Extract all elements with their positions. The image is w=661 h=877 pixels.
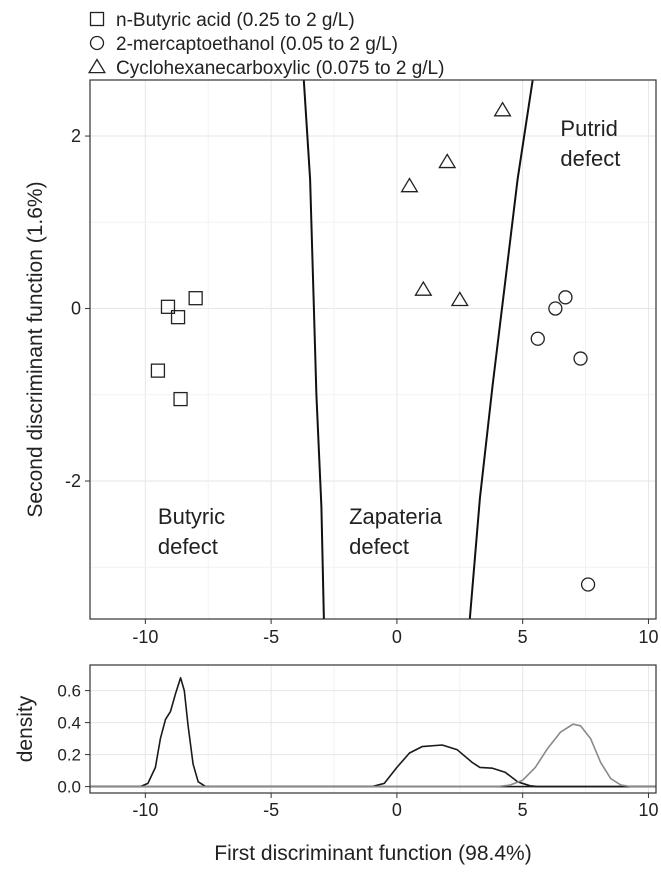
data-point-square [173,391,188,407]
density-curve-2 [90,744,656,788]
x-tick-label: -5 [263,800,279,820]
legend-label: Cyclohexanecarboxylic (0.075 to 2 g/L) [116,58,444,79]
legend-marker-square [89,11,105,27]
data-point-circle [530,331,545,346]
legend: n-Butyric acid (0.25 to 2 g/L) 2-mercapto… [87,10,444,79]
x-tick-label: 0 [392,800,402,820]
y-tick-label: 0.6 [57,682,81,701]
x-axis-title: First discriminant function (98.4%) [214,842,531,865]
data-point-triangle [493,101,512,117]
legend-label: 2-mercaptoethanol (0.05 to 2 g/L) [116,34,398,55]
legend-marker-circle [89,35,105,51]
x-tick-label: 10 [638,800,658,820]
density-curve-3 [90,723,656,788]
y-tick-label: 0 [71,299,81,319]
y-axis-title: Second discriminant function (1.6%) [24,181,47,517]
data-point-square [170,310,186,325]
y-tick-label: 2 [71,126,81,146]
region-label: Putrid [560,116,617,141]
data-point-triangle [438,153,457,169]
data-point-square [150,363,166,378]
data-point-circle [573,351,588,366]
scatter-panel: Butyric defect Zapateria defect Putrid defect… [24,79,658,647]
region-label: defect [349,534,409,559]
data-point-circle [580,577,596,592]
plot-frame [89,664,657,794]
data-point-square [160,299,176,314]
y-tick-label: 0.4 [57,714,81,733]
plot-frame [89,79,657,620]
data-point-triangle [450,291,469,307]
data-point-square [188,291,203,306]
x-tick-label: 0 [392,627,402,647]
region-label: defect [560,146,620,171]
region-label: Zapateria [349,504,443,529]
data-point-circle [558,290,573,305]
legend-label: n-Butyric acid (0.25 to 2 g/L) [116,10,355,31]
decision-boundary-2 [468,79,534,620]
x-tick-label: 5 [518,800,528,820]
y-tick-label: -2 [65,471,81,491]
y-axis-title: density [14,695,37,762]
x-tick-label: -10 [132,800,158,820]
data-point-circle [548,301,563,316]
decision-boundary-1 [302,79,325,620]
x-tick-label: -5 [263,627,279,647]
legend-marker-triangle [87,58,107,74]
y-tick-label: 0.0 [57,778,81,797]
x-tick-label: -10 [132,627,158,647]
x-tick-label: 10 [638,627,658,647]
density-curve-1 [90,677,656,788]
x-tick-label: 5 [518,627,528,647]
y-tick-label: 0.2 [57,746,81,765]
density-panel: -10 -5 0 5 10 0.0 0.2 0.4 0.6 density First discri… [14,664,658,865]
data-point-triangle [400,177,419,193]
region-label: defect [158,534,218,559]
data-point-triangle [414,280,433,296]
region-label: Butyric [158,504,225,529]
